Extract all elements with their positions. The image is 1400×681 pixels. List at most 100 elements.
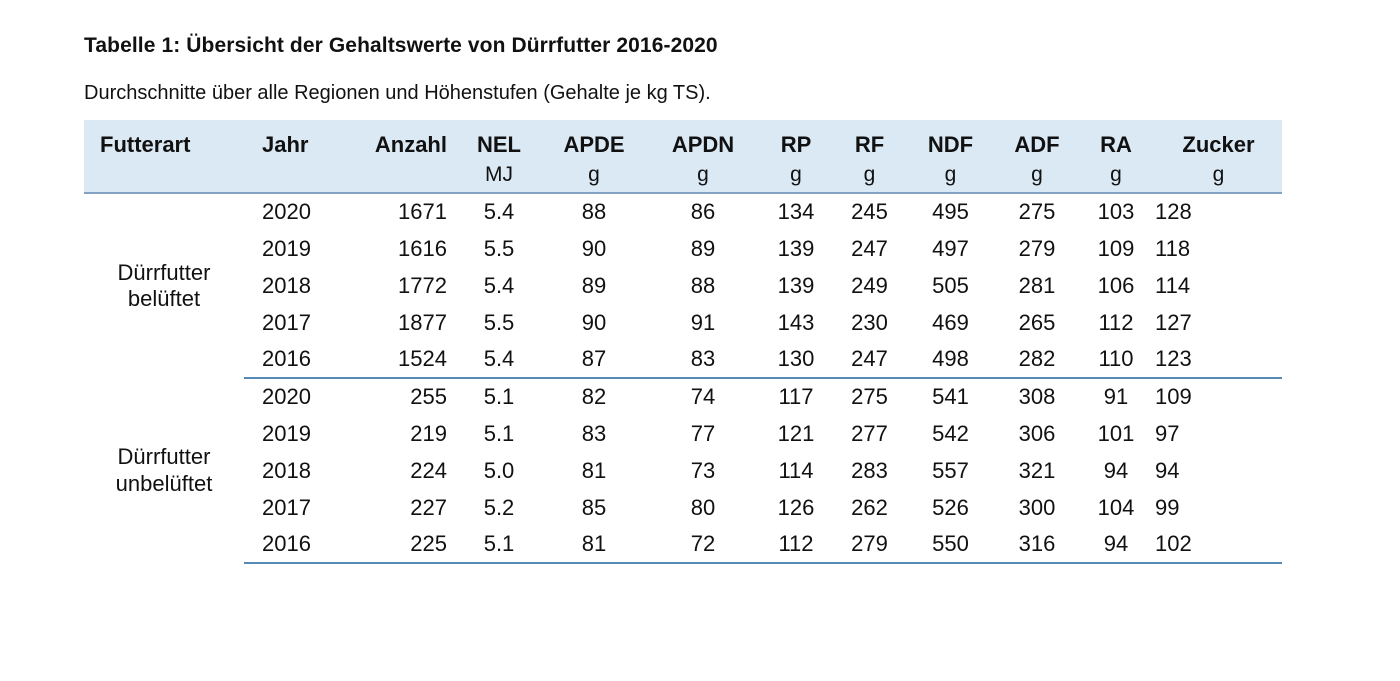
data-cell: 123	[1155, 341, 1282, 379]
data-cell: 308	[1018, 384, 1056, 409]
data-cell: 300	[1018, 494, 1056, 520]
cell-jahr: 2016	[244, 341, 349, 379]
data-cell: 109	[1097, 235, 1135, 261]
data-cell: 73	[690, 457, 716, 483]
data-cell: 5.2	[483, 494, 515, 520]
data-cell: 109	[1155, 384, 1192, 409]
data-cell: 306	[1018, 420, 1056, 446]
data-cell: 99	[1155, 494, 1180, 520]
data-cell: 72	[649, 526, 757, 564]
data-cell: 255	[410, 384, 447, 409]
data-cell: 114	[1155, 272, 1191, 298]
data-cell: 247	[835, 341, 904, 379]
data-cell: 277	[851, 420, 888, 446]
data-cell: 112	[757, 526, 835, 564]
unit-apde: g	[539, 160, 649, 194]
header-adf: ADF	[997, 120, 1077, 160]
data-cell: 80	[690, 494, 716, 520]
header-jahr: Jahr	[244, 120, 349, 160]
data-cell: 112	[1098, 309, 1134, 335]
data-cell: 5.5	[483, 309, 515, 335]
table-row: 2018 224 5.0 81 73 114 283 557 321 94 94	[84, 452, 1282, 489]
data-cell: 82	[581, 384, 607, 409]
data-cell: 127	[1155, 309, 1192, 335]
data-cell: 143	[777, 309, 815, 335]
data-cell: 495	[932, 199, 969, 224]
data-cell: 275	[851, 384, 888, 409]
data-cell: 5.1	[483, 420, 515, 446]
data-cell: 87	[539, 341, 649, 379]
header-rp: RP	[757, 120, 835, 160]
data-cell: 126	[777, 494, 815, 520]
data-cell: 526	[932, 494, 969, 520]
data-cell: 282	[997, 341, 1077, 379]
header-futterart: Futterart	[84, 120, 244, 160]
data-cell: 139	[777, 235, 815, 261]
data-cell: 245	[851, 199, 888, 224]
data-cell: 224	[410, 457, 447, 483]
header-apdn: APDN	[649, 120, 757, 160]
data-cell: 106	[1097, 272, 1135, 298]
data-cell: 5.4	[483, 272, 515, 298]
data-cell: 101	[1097, 420, 1135, 446]
data-cell: 279	[1018, 235, 1056, 261]
table-row: 2016 225 5.1 81 72 112 279 550 316 94 102	[84, 526, 1282, 564]
data-cell: 5.5	[483, 235, 515, 261]
data-cell: 118	[1155, 235, 1191, 261]
unit-nel: MJ	[459, 160, 539, 194]
data-cell: 1524	[349, 341, 459, 379]
unit-jahr	[244, 160, 349, 194]
unit-anzahl	[349, 160, 459, 194]
data-cell: 85	[581, 494, 607, 520]
data-cell: 1671	[398, 199, 447, 224]
row-group-label: Dürrfutter belüftet	[117, 259, 211, 311]
cell-jahr: 2018	[262, 272, 311, 298]
data-cell: 130	[757, 341, 835, 379]
data-cell: 1772	[398, 272, 447, 298]
data-cell: 283	[851, 457, 888, 483]
data-cell: 88	[581, 199, 607, 224]
header-nel: NEL	[459, 120, 539, 160]
data-cell: 225	[349, 526, 459, 564]
data-cell: 5.0	[483, 457, 515, 483]
unit-apdn: g	[649, 160, 757, 194]
table-row: Dürrfutter unbelüftet 2020 255 5.1 82 74 117 27…	[84, 378, 1282, 496]
table-row: 2017 1877 5.5 90 91 143 230 469 265 112 127	[84, 304, 1282, 341]
cell-jahr: 2020	[262, 384, 311, 409]
data-cell: 121	[777, 420, 815, 446]
data-cell: 83	[581, 420, 607, 446]
cell-jahr: 2020	[262, 199, 311, 224]
header-apde: APDE	[539, 120, 649, 160]
table-section: Tabelle 1: Übersicht der Gehaltswerte vo…	[84, 34, 1284, 564]
unit-adf: g	[997, 160, 1077, 194]
header-ra: RA	[1077, 120, 1155, 160]
data-cell: 88	[690, 272, 716, 298]
gehaltswerte-table: Futterart Jahr Anzahl NEL APDE APDN RP R…	[84, 120, 1282, 564]
data-cell: 89	[690, 235, 716, 261]
table-header: Futterart Jahr Anzahl NEL APDE APDN RP R…	[84, 120, 1282, 194]
data-cell: 227	[410, 494, 447, 520]
data-cell: 469	[932, 309, 969, 335]
unit-ra: g	[1077, 160, 1155, 194]
data-cell: 316	[997, 526, 1077, 564]
data-cell: 550	[904, 526, 997, 564]
header-ndf: NDF	[904, 120, 997, 160]
data-cell: 90	[581, 309, 607, 335]
header-anzahl: Anzahl	[349, 120, 459, 160]
data-cell: 134	[777, 199, 815, 224]
cell-jahr: 2018	[262, 457, 311, 483]
unit-futterart	[84, 160, 244, 194]
data-cell: 117	[778, 384, 814, 409]
unit-rf: g	[835, 160, 904, 194]
unit-zucker: g	[1155, 160, 1282, 194]
data-cell: 103	[1097, 199, 1135, 224]
header-zucker: Zucker	[1155, 120, 1282, 160]
data-cell: 102	[1155, 526, 1282, 564]
header-row-units: MJ g g g g g g g g	[84, 160, 1282, 194]
table-subtitle: Durchschnitte über alle Regionen und Höh…	[84, 82, 711, 104]
row-group-label: Dürrfutter unbelüftet	[115, 444, 213, 496]
data-cell: 94	[1155, 457, 1180, 483]
data-cell: 97	[1155, 420, 1180, 446]
table-title: Tabelle 1: Übersicht der Gehaltswerte vo…	[84, 34, 718, 57]
